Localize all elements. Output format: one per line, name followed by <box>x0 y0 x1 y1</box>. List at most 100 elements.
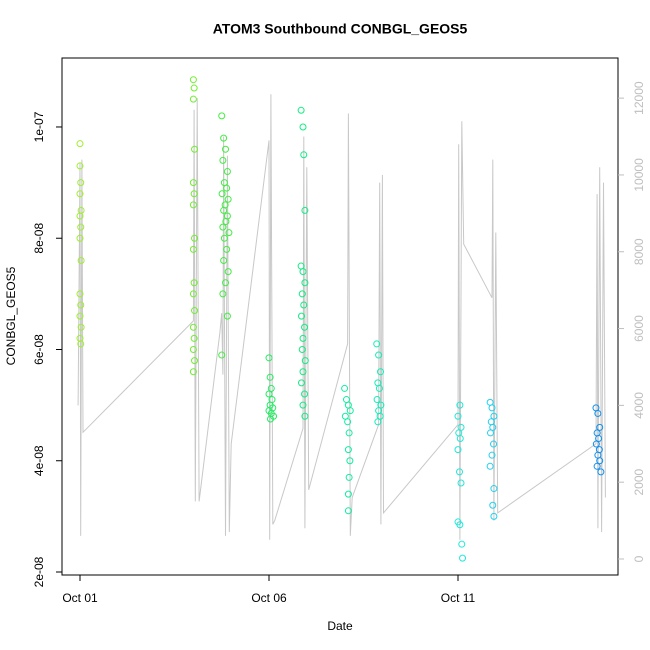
data-point <box>456 434 464 442</box>
plot-frame <box>61 57 619 576</box>
data-point <box>190 84 198 92</box>
y2-tick-label: 2000 <box>632 469 646 496</box>
y2-tick-label: 10000 <box>632 158 646 192</box>
data-point <box>76 234 84 242</box>
data-point <box>218 112 226 120</box>
data-point <box>454 412 462 420</box>
data-point <box>266 373 274 381</box>
y-tick-label: 6e-08 <box>32 334 46 365</box>
data-point <box>222 218 230 226</box>
data-point <box>219 156 227 164</box>
y-tick-label: 2e-08 <box>32 556 46 587</box>
data-point <box>298 290 306 298</box>
data-point <box>189 179 197 187</box>
data-point <box>301 390 309 398</box>
data-point <box>344 490 352 498</box>
data-point <box>223 167 231 175</box>
data-point <box>594 409 602 417</box>
x-tick-label: Oct 01 <box>62 591 98 605</box>
data-point <box>299 368 307 376</box>
data-point <box>219 290 227 298</box>
data-point <box>225 229 233 237</box>
chart-title: ATOM3 Southbound CONBGL_GEOS5 <box>213 21 468 37</box>
data-point <box>346 457 354 465</box>
data-point <box>300 151 308 159</box>
data-point <box>596 457 604 465</box>
data-point <box>297 106 305 114</box>
data-point <box>218 190 226 198</box>
data-point <box>265 354 273 362</box>
y-axis-title: CONBGL_GEOS5 <box>4 266 18 365</box>
data-point <box>299 401 307 409</box>
data-point <box>77 206 85 214</box>
data-point <box>76 190 84 198</box>
data-point <box>457 479 465 487</box>
data-point <box>76 212 84 220</box>
data-point <box>459 554 467 562</box>
data-point <box>301 206 309 214</box>
data-point <box>489 501 497 509</box>
data-point <box>191 357 199 365</box>
data-point <box>299 334 307 342</box>
data-point <box>219 223 227 231</box>
data-point <box>344 446 352 454</box>
data-point <box>220 206 228 214</box>
data-point <box>77 256 85 264</box>
data-point <box>593 429 601 437</box>
y2-tick-label: 0 <box>632 555 646 562</box>
data-point <box>222 279 230 287</box>
data-point <box>267 415 275 423</box>
data-point <box>189 76 197 84</box>
data-point <box>458 540 466 548</box>
x-tick-label: Oct 06 <box>251 591 287 605</box>
data-point <box>488 451 496 459</box>
data-point <box>265 390 273 398</box>
data-point <box>486 462 494 470</box>
data-point <box>375 351 383 359</box>
data-point <box>341 384 349 392</box>
data-point <box>77 301 85 309</box>
data-point <box>345 429 353 437</box>
data-point <box>189 95 197 103</box>
data-point <box>301 323 309 331</box>
data-point <box>597 468 605 476</box>
data-point <box>218 351 226 359</box>
y2-tick-label: 8000 <box>632 238 646 265</box>
data-point <box>76 140 84 148</box>
data-point <box>298 312 306 320</box>
data-point <box>346 407 354 415</box>
data-point <box>190 190 198 198</box>
data-point <box>301 357 309 365</box>
data-point <box>373 396 381 404</box>
data-point <box>224 195 232 203</box>
y-tick-label: 1e-07 <box>32 111 46 142</box>
data-point <box>76 162 84 170</box>
data-point <box>189 245 197 253</box>
data-point <box>77 223 85 231</box>
data-point <box>373 340 381 348</box>
data-point <box>299 268 307 276</box>
data-point <box>454 446 462 454</box>
data-point <box>344 507 352 515</box>
data-point <box>191 307 199 315</box>
data-point <box>490 485 498 493</box>
data-point <box>298 345 306 353</box>
data-point <box>191 234 199 242</box>
y2-tick-label: 6000 <box>632 315 646 342</box>
data-point <box>224 268 232 276</box>
data-point <box>375 384 383 392</box>
data-point <box>490 412 498 420</box>
data-point <box>596 423 604 431</box>
data-point <box>190 279 198 287</box>
data-point <box>191 145 199 153</box>
data-point <box>298 379 306 387</box>
data-point <box>487 429 495 437</box>
y-tick-label: 4e-08 <box>32 445 46 476</box>
data-point <box>77 340 85 348</box>
data-point <box>490 512 498 520</box>
data-point <box>189 345 197 353</box>
data-point <box>76 290 84 298</box>
data-point <box>76 312 84 320</box>
y-tick-label: 8e-08 <box>32 223 46 254</box>
